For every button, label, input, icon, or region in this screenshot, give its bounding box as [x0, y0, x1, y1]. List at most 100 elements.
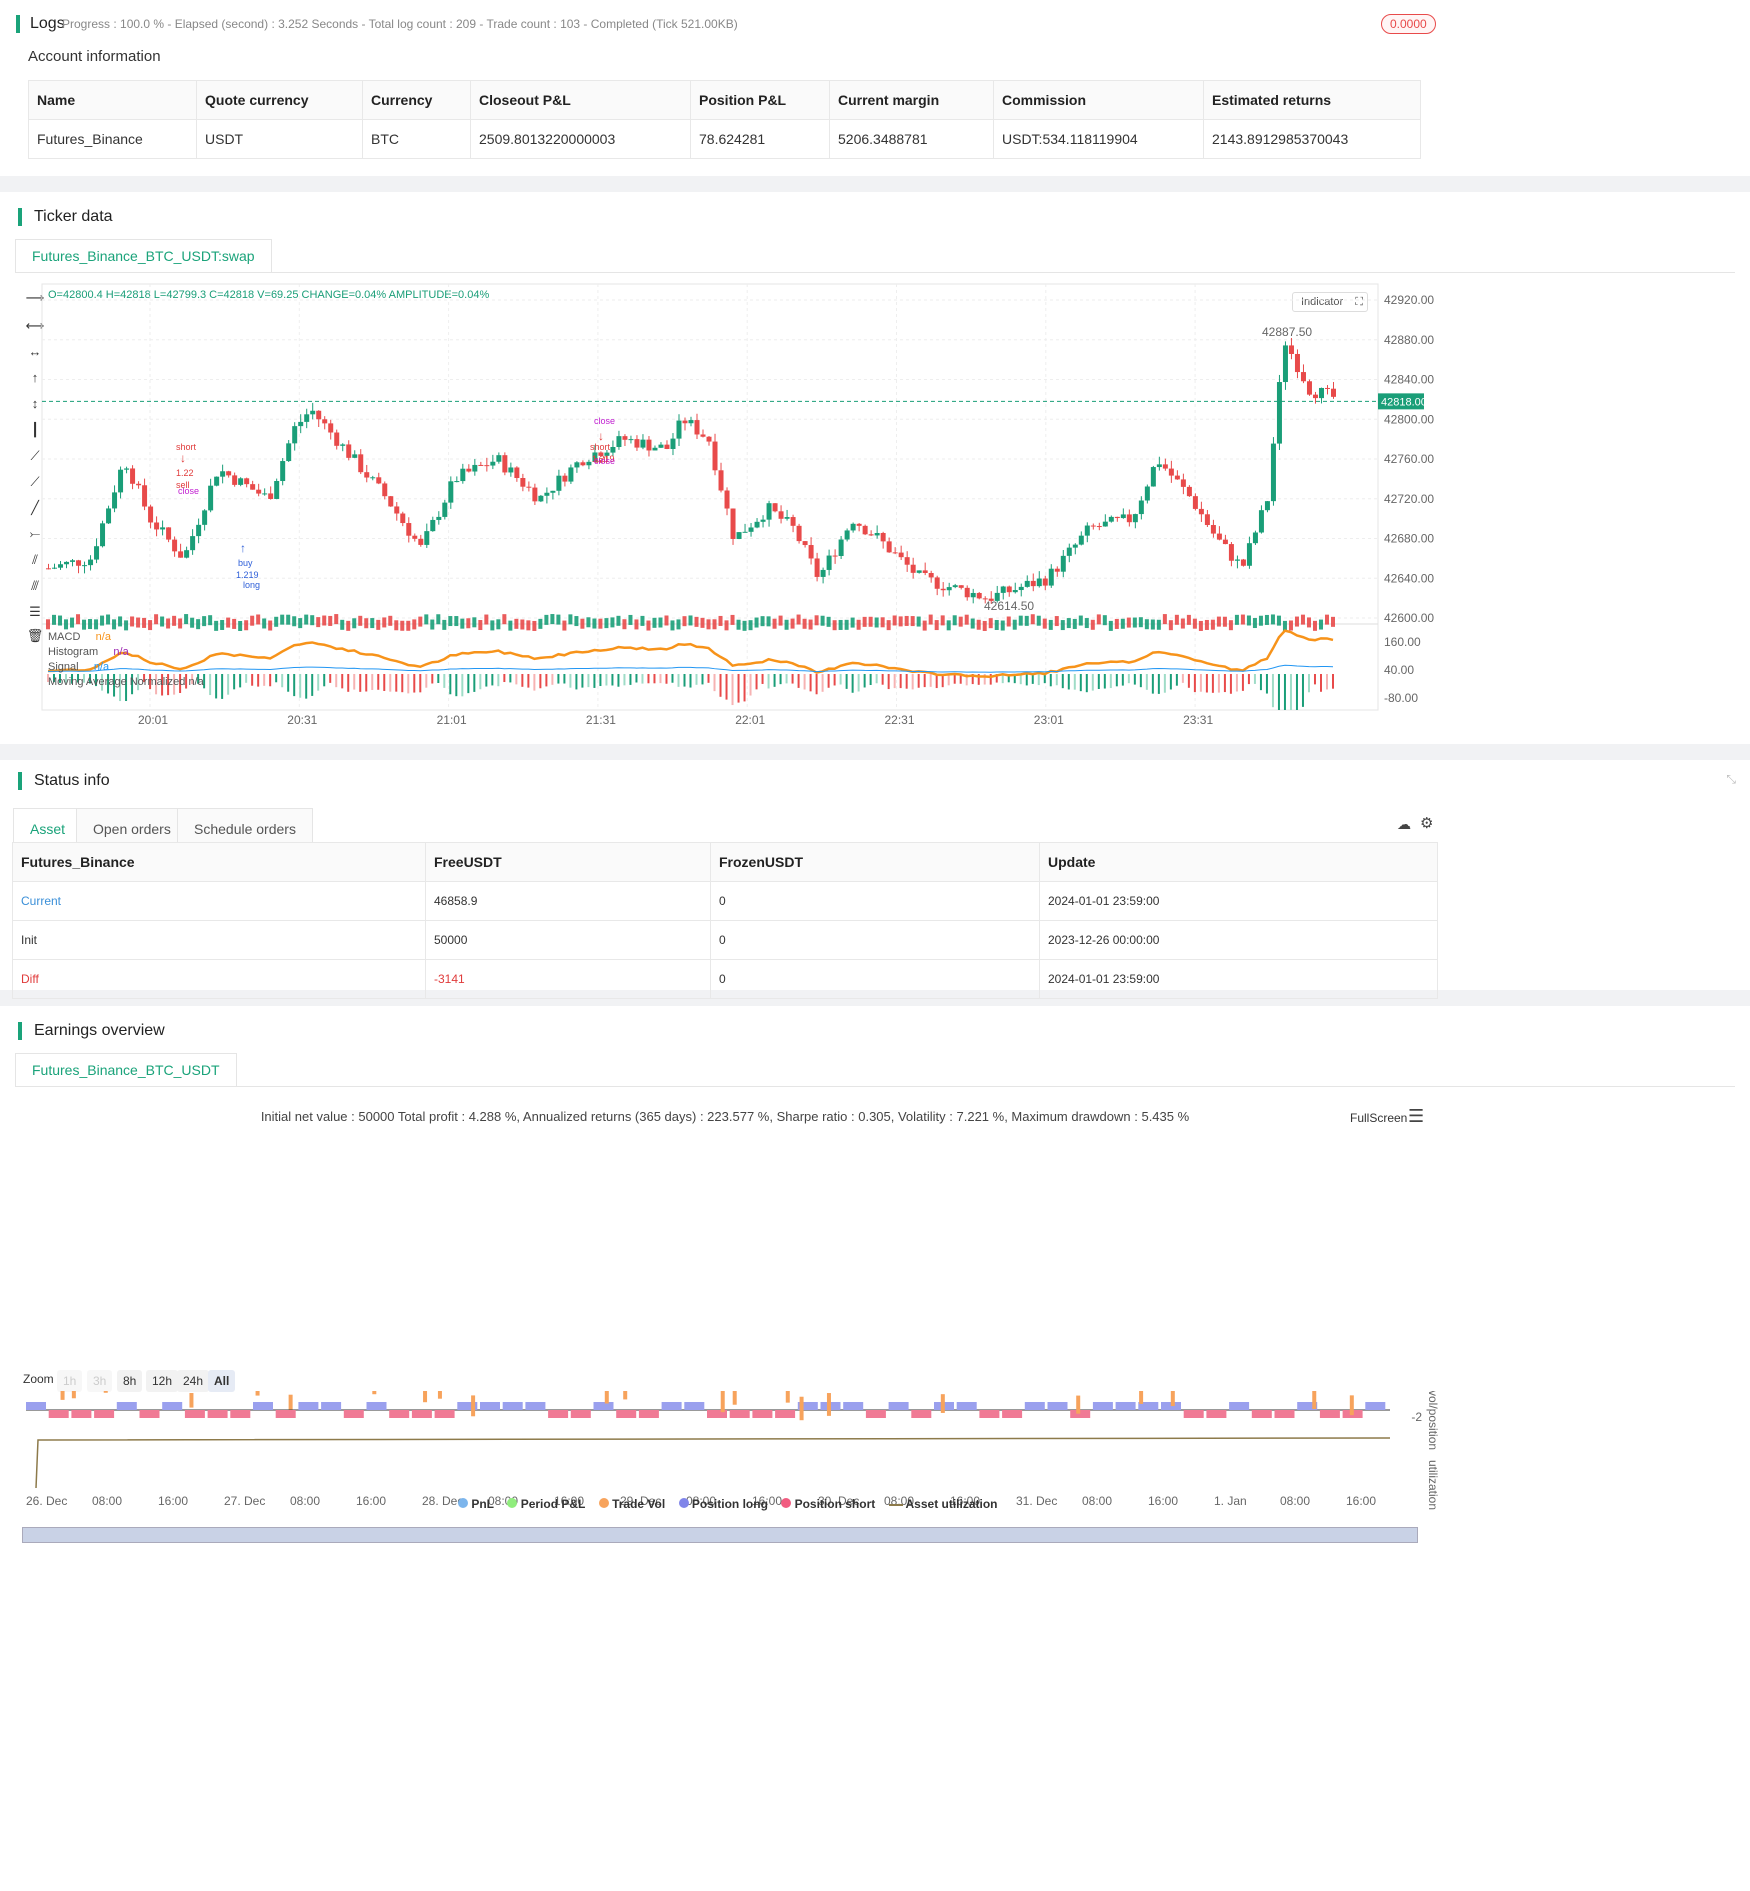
candle-body	[310, 410, 316, 415]
zoom-12h[interactable]: 12h	[146, 1370, 179, 1392]
tab-earnings-symbol[interactable]: Futures_Binance_BTC_USDT	[15, 1053, 237, 1087]
volume-bar	[250, 615, 255, 626]
candle-body	[418, 538, 424, 545]
expand-icon[interactable]: ⛶	[1355, 296, 1363, 308]
vertical-ray-icon[interactable]: ↑	[31, 370, 39, 385]
grid-icon[interactable]: ☰	[29, 604, 41, 619]
volume-bar	[1030, 614, 1035, 625]
trade-annotation: short	[590, 442, 611, 452]
candle-body	[1210, 525, 1216, 534]
volume-bar	[1084, 618, 1089, 629]
candle-body	[448, 481, 454, 503]
zoom-all[interactable]: All	[208, 1370, 236, 1392]
tab-schedule-orders[interactable]: Schedule orders	[177, 808, 313, 848]
candle-body	[280, 461, 286, 482]
horizontal-ray-icon[interactable]: ⟶	[25, 290, 45, 305]
legend-trade-vol[interactable]: Trade Vol	[598, 1497, 665, 1511]
candle-body	[148, 506, 154, 523]
volume-bar	[874, 617, 879, 628]
tab-asset[interactable]: Asset	[13, 808, 83, 848]
volume-bar	[268, 620, 273, 631]
candle-body	[568, 467, 574, 482]
logs-panel: Logs Progress : 100.0 % - Elapsed (secon…	[0, 0, 1750, 176]
candle-body	[358, 454, 364, 473]
volume-bar	[112, 619, 117, 630]
fullscreen-button[interactable]: FullScreen	[1350, 1111, 1408, 1125]
vertical-line-icon[interactable]: ↕	[31, 396, 39, 411]
candle-body	[346, 444, 352, 458]
trash-icon[interactable]: 🗑	[26, 628, 44, 643]
volume-bar	[790, 618, 795, 629]
zoom-3h[interactable]: 3h	[87, 1370, 113, 1392]
earnings-summary: Initial net value : 50000 Total profit :…	[260, 1109, 1190, 1124]
ohlc-readout: O=42800.4 H=42818 L=42799.3 C=42818 V=69…	[48, 289, 490, 301]
volume-bar	[802, 618, 807, 629]
cell: 78.624281	[690, 119, 830, 159]
cloud-download-icon[interactable]: ☁	[1397, 816, 1411, 832]
tab-ticker-symbol[interactable]: Futures_Binance_BTC_USDT:swap	[15, 239, 272, 273]
legend-position-short[interactable]: Position short	[781, 1497, 875, 1511]
trade-annotation: 1.22	[176, 468, 194, 478]
volume-bar	[604, 618, 609, 629]
candle-body	[226, 471, 232, 476]
legend-asset-utilization[interactable]: Asset utilization	[888, 1497, 998, 1511]
collapse-icon[interactable]: ⤡	[1726, 772, 1736, 786]
logs-badge[interactable]: 0.0000	[1381, 14, 1436, 34]
candle-body	[658, 444, 664, 448]
volume-bar	[142, 617, 147, 628]
macd-tick-label: 160.00	[1384, 635, 1421, 649]
candle-body	[1246, 543, 1252, 566]
trend-ray-icon[interactable]: ⟋	[30, 448, 40, 463]
legend-period-pnl[interactable]: Period P&L	[507, 1497, 585, 1511]
navigator-scrollbar[interactable]	[22, 1527, 1418, 1543]
price-line-icon[interactable]: ⤚	[29, 526, 41, 541]
trend-segment-icon[interactable]: ╱	[31, 500, 39, 515]
zoom-8h[interactable]: 8h	[117, 1370, 143, 1392]
zoom-1h[interactable]: 1h	[57, 1370, 83, 1392]
volume-bar	[1114, 618, 1119, 629]
tab-open-orders[interactable]: Open orders	[76, 808, 188, 848]
volume-bar	[934, 620, 939, 631]
col-frozen: FrozenUSDT	[710, 842, 1040, 882]
candle-body	[802, 541, 808, 546]
trend-line-icon[interactable]: ⟋	[30, 474, 40, 489]
table-row: Current 46858.9 0 2024-01-01 23:59:00	[12, 881, 1438, 921]
cell: 2143.8912985370043	[1203, 119, 1421, 159]
candle-body	[922, 570, 928, 573]
legend-position-long[interactable]: Position long	[678, 1497, 768, 1511]
candle-body	[694, 420, 700, 435]
volume-bar	[1042, 618, 1047, 629]
fib-icon[interactable]: ⫻	[31, 578, 39, 593]
candle-body	[1198, 508, 1204, 515]
indicator-button[interactable]: Indicator ⛶	[1292, 292, 1368, 312]
candle-body	[1276, 382, 1282, 444]
volume-bar	[1138, 617, 1143, 628]
price-tick-label: 42840.00	[1384, 373, 1434, 387]
horizontal-line-icon[interactable]: ⟷	[25, 318, 45, 333]
candle-body	[1204, 514, 1210, 526]
zoom-24h[interactable]: 24h	[177, 1370, 210, 1392]
gear-icon[interactable]: ⚙	[1420, 815, 1434, 832]
volume-bar	[886, 620, 891, 631]
horizontal-segment-icon[interactable]: ↔	[28, 344, 42, 359]
volume-bar	[532, 620, 537, 631]
volume-bar	[196, 619, 201, 630]
parallel-channel-icon[interactable]: ⫽	[32, 552, 38, 567]
col-margin: Current margin	[829, 80, 994, 120]
menu-icon[interactable]: ☰	[1408, 1106, 1425, 1126]
candle-body	[430, 519, 436, 532]
candle-body	[940, 588, 946, 591]
volume-bar	[862, 616, 867, 627]
legend-pnl[interactable]: PnL	[458, 1497, 494, 1511]
volume-bar	[400, 620, 405, 631]
volume-bar	[1222, 616, 1227, 627]
volume-bar	[988, 618, 993, 629]
vertical-segment-icon[interactable]: ┃	[31, 422, 39, 437]
time-tick-label: 23:01	[1034, 713, 1064, 727]
candle-body	[1150, 467, 1156, 487]
volume-bar	[70, 617, 75, 628]
status-title: Status info	[18, 772, 110, 790]
volume-bar	[658, 617, 663, 628]
volume-bar	[394, 620, 399, 631]
candle-body	[178, 551, 184, 558]
